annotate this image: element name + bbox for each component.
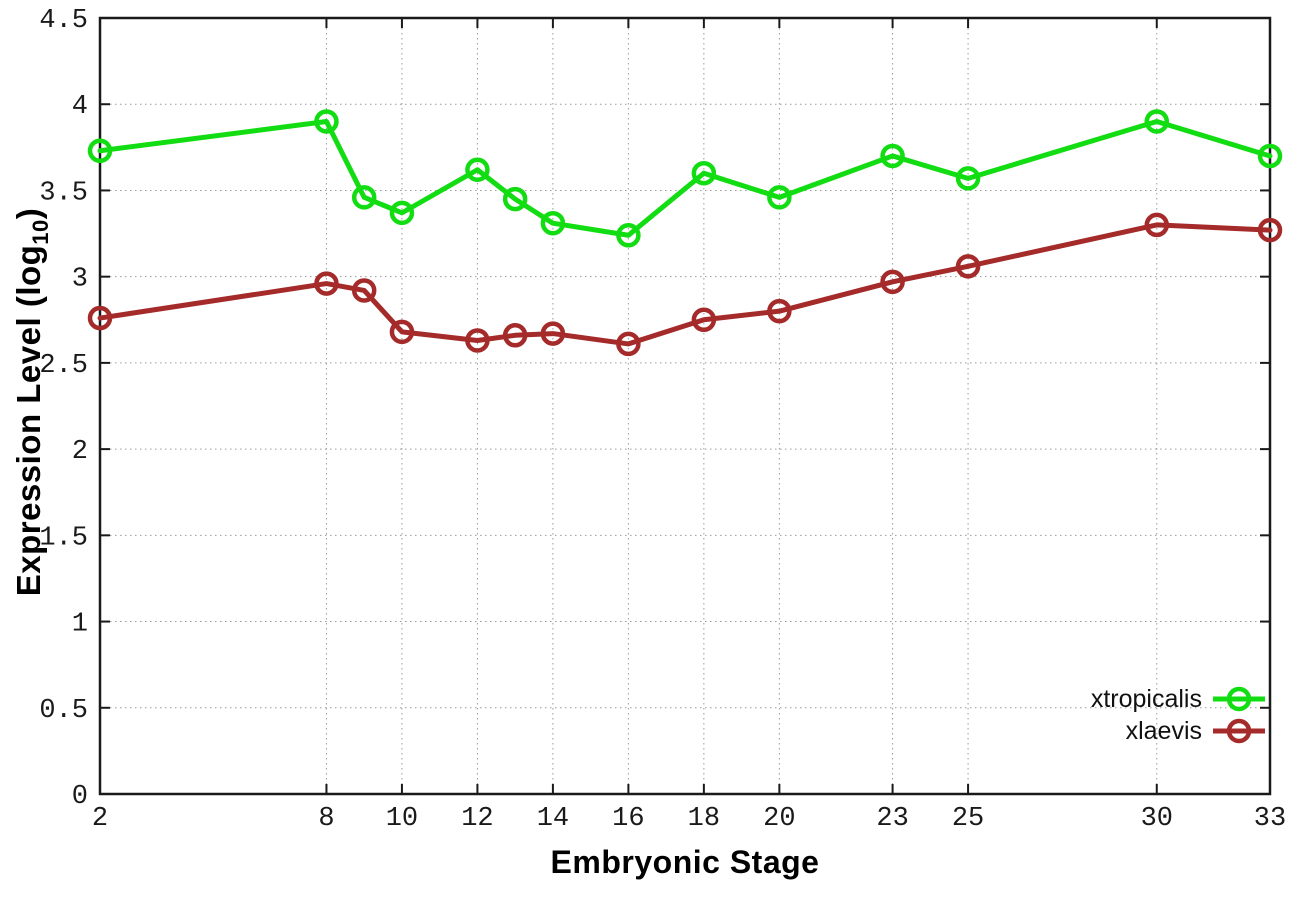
x-tick-label-10: 10 <box>386 804 418 834</box>
data-point-xtropicalis-9 <box>351 185 377 210</box>
y-tick-label-3-5: 3.5 <box>39 178 88 208</box>
x-axis-title: Embryonic Stage <box>550 844 820 880</box>
series-line-xlaevis <box>97 222 1273 347</box>
legend-marker-xtropicalis-icon <box>1213 686 1265 712</box>
data-point-xtropicalis-20 <box>767 185 792 210</box>
y-tick-label-4-5: 4.5 <box>39 6 88 36</box>
x-tick-label-30: 30 <box>1141 804 1173 834</box>
data-point-xlaevis-23 <box>880 269 905 295</box>
x-tick-label-2: 2 <box>92 804 108 834</box>
x-tick-label-8: 8 <box>318 804 334 834</box>
x-tick-label-20: 20 <box>763 804 795 834</box>
legend-label-xtropicalis: xtropicalis <box>1090 684 1202 713</box>
data-point-xtropicalis-10 <box>389 200 415 226</box>
legend-item-xtropicalis: xtropicalis <box>1091 683 1266 715</box>
data-point-xlaevis-8 <box>314 271 339 296</box>
x-tick-label-33: 33 <box>1254 804 1286 834</box>
data-point-xtropicalis-13 <box>502 186 528 212</box>
data-point-xtropicalis-16 <box>616 223 641 248</box>
y-tick-label-1: 1 <box>72 610 88 640</box>
legend-marker-xlaevis-icon <box>1213 718 1265 744</box>
y-tick-label-4: 4 <box>72 92 88 122</box>
y-tick-label-0: 0 <box>72 782 88 812</box>
data-point-xtropicalis-23 <box>880 143 905 169</box>
data-point-xtropicalis-18 <box>691 160 717 186</box>
y-axis-title-close: ) <box>10 207 48 220</box>
data-point-xlaevis-20 <box>767 298 792 324</box>
data-point-xtropicalis-25 <box>955 166 981 191</box>
data-point-xlaevis-25 <box>955 254 981 279</box>
y-axis-title: Expression Level (log10) <box>10 208 54 597</box>
data-point-xtropicalis-12 <box>465 157 490 183</box>
data-point-xlaevis-13 <box>502 323 528 348</box>
data-point-xtropicalis-33 <box>1257 143 1283 169</box>
data-point-xlaevis-14 <box>540 321 566 346</box>
data-point-xlaevis-10 <box>389 319 415 345</box>
data-point-xlaevis-18 <box>691 307 717 333</box>
data-point-xlaevis-30 <box>1144 212 1170 238</box>
legend: xtropicalis xlaevis <box>1091 683 1266 747</box>
data-point-xtropicalis-8 <box>314 109 339 134</box>
legend-item-xlaevis: xlaevis <box>1126 715 1266 747</box>
data-point-xlaevis-33 <box>1257 217 1283 243</box>
y-axis-title-text: Expression Level (log <box>10 244 48 597</box>
data-point-xlaevis-16 <box>616 331 641 357</box>
data-point-xlaevis-2 <box>87 305 113 331</box>
y-tick-label-2: 2 <box>72 437 88 467</box>
y-tick-label-1-5: 1.5 <box>39 523 88 553</box>
x-tick-label-25: 25 <box>952 804 984 834</box>
legend-label-xlaevis: xlaevis <box>1125 716 1202 745</box>
x-tick-label-12: 12 <box>461 804 493 834</box>
x-tick-label-18: 18 <box>688 804 720 834</box>
y-tick-label-0-5: 0.5 <box>39 696 88 726</box>
data-point-xlaevis-12 <box>465 328 490 353</box>
data-point-xtropicalis-14 <box>540 210 566 236</box>
y-tick-label-3: 3 <box>72 265 88 295</box>
data-point-xtropicalis-2 <box>87 138 113 164</box>
series-line-xtropicalis <box>97 118 1273 238</box>
x-tick-label-23: 23 <box>876 804 908 834</box>
data-point-xlaevis-9 <box>351 278 377 303</box>
x-tick-label-14: 14 <box>537 804 569 834</box>
x-tick-label-16: 16 <box>612 804 644 834</box>
y-tick-label-2-5: 2.5 <box>39 351 88 381</box>
data-point-xtropicalis-30 <box>1144 109 1170 134</box>
y-axis-title-subscript: 10 <box>27 219 53 245</box>
